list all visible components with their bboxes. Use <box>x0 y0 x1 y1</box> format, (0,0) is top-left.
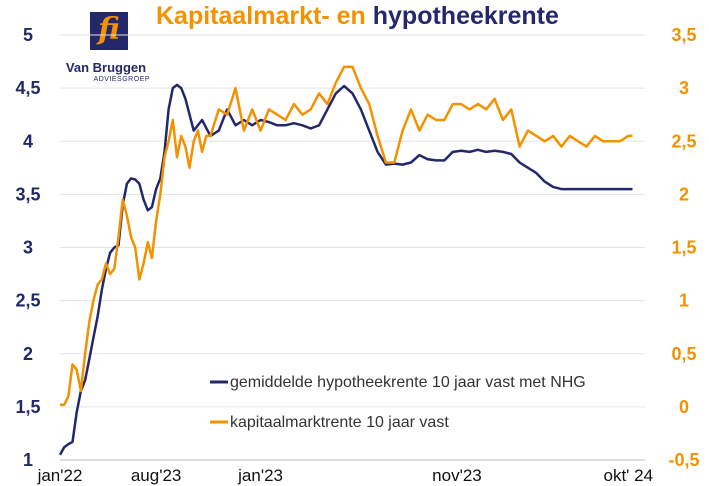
logo-fi-glyph: fi <box>98 12 120 47</box>
series-line-2 <box>60 65 633 407</box>
x-tick-label: jan'23 <box>237 466 283 485</box>
y-right-tick-label: 3 <box>679 78 689 98</box>
y-left-tick-label: 5 <box>23 25 33 45</box>
logo-emblem <box>90 12 128 50</box>
x-tick-label: jan'22 <box>37 466 83 485</box>
y-axis-left: 1 1,5 2 2,5 3 3,5 4 4,5 5 <box>15 25 40 470</box>
y-right-tick-label: 2 <box>679 184 689 204</box>
chart-title-part1: Kapitaalmarkt- en <box>156 2 373 30</box>
y-right-tick-label: 2,5 <box>671 131 696 151</box>
series-lines <box>58 65 633 456</box>
gridlines <box>60 34 645 461</box>
legend: gemiddelde hypotheekrente 10 jaar vast m… <box>210 374 586 431</box>
y-right-tick-label: 3,5 <box>671 25 696 45</box>
y-axis-right: -0,5 0 0,5 1 1,5 2 2,5 3 3,5 <box>668 25 699 470</box>
y-right-tick-label: 1 <box>679 291 689 311</box>
y-right-tick-label: 1,5 <box>671 238 696 258</box>
logo-name: Van Bruggen <box>65 60 147 75</box>
y-right-tick-label: 0 <box>679 397 689 417</box>
y-left-tick-label: 4 <box>23 131 33 151</box>
x-tick-label: okt' 24 <box>604 466 654 485</box>
logo-subtitle: ADVIESGROEP <box>93 76 150 83</box>
x-tick-label: aug'23 <box>131 466 182 485</box>
y-left-tick-label: 3 <box>23 238 33 258</box>
legend-label: gemiddelde hypotheekrente 10 jaar vast m… <box>230 374 586 391</box>
van-bruggen-logo: fi Van Bruggen ADVIESGROEP <box>58 8 154 88</box>
y-left-tick-label: 4,5 <box>15 78 40 98</box>
y-left-tick-label: 3,5 <box>15 184 40 204</box>
y-left-tick-label: 2,5 <box>15 291 40 311</box>
x-tick-label: nov'23 <box>432 466 482 485</box>
y-left-tick-label: 2 <box>23 344 33 364</box>
chart-title: Kapitaalmarkt- en hypotheekrente <box>156 2 559 31</box>
x-axis: jan'22 aug'23 jan'23 nov'23 okt' 24 <box>37 466 653 485</box>
legend-label: kapitaalmarktrente 10 jaar vast <box>230 414 449 431</box>
y-left-tick-label: 1,5 <box>15 397 40 417</box>
chart-title-part2: hypotheekrente <box>372 2 559 30</box>
y-right-tick-label: -0,5 <box>668 450 699 470</box>
y-right-tick-label: 0,5 <box>671 344 696 364</box>
y-left-tick-label: 1 <box>23 450 33 470</box>
